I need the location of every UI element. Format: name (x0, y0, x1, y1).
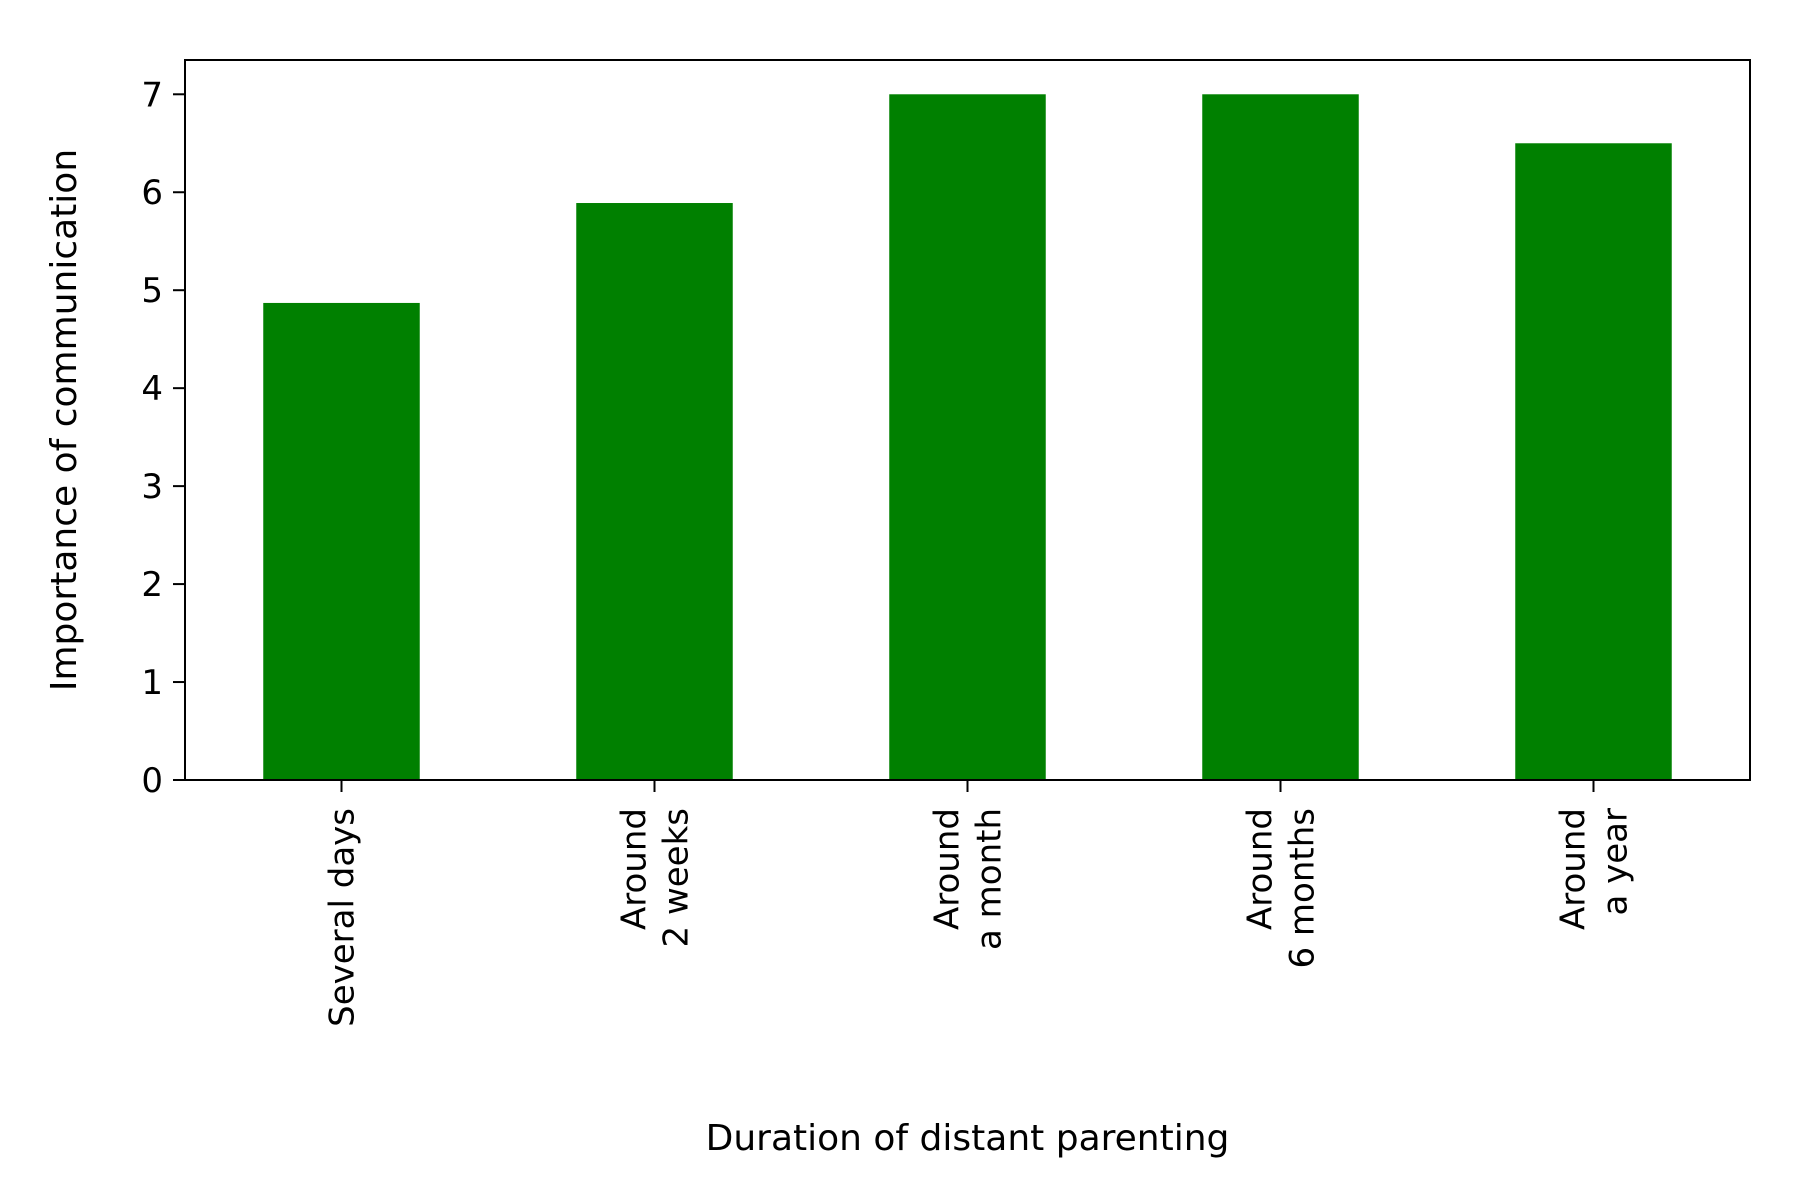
x-tick-label: Several days (323, 808, 363, 1027)
x-tick-label: Around6 months (1241, 808, 1323, 969)
bar (576, 203, 733, 781)
plot-frame (184, 59, 1751, 781)
x-tick-label: Arounda year (1554, 808, 1636, 930)
x-tick-label: Arounda month (928, 808, 1010, 950)
bar (889, 94, 1046, 781)
y-tick-label: 4 (141, 369, 163, 409)
bar (1202, 94, 1359, 781)
y-tick-label: 2 (141, 565, 163, 605)
y-axis: 0 1 2 3 4 5 6 7 (141, 75, 185, 801)
x-axis: Several days Around2 weeks Arounda month Ar… (323, 780, 1636, 1027)
y-tick-label: 5 (141, 271, 163, 311)
bar (1515, 143, 1672, 780)
bar (263, 302, 420, 780)
y-tick-label: 3 (141, 467, 163, 507)
y-tick-label: 1 (141, 663, 163, 703)
y-tick-label: 7 (141, 75, 163, 115)
y-tick-label: 0 (141, 761, 163, 801)
bars-group (263, 94, 1672, 781)
y-axis-label: Importance of communication (44, 149, 85, 691)
x-tick-label: Around2 weeks (615, 808, 697, 948)
x-axis-label: Duration of distant parenting (706, 1118, 1230, 1159)
y-tick-label: 6 (141, 173, 163, 213)
